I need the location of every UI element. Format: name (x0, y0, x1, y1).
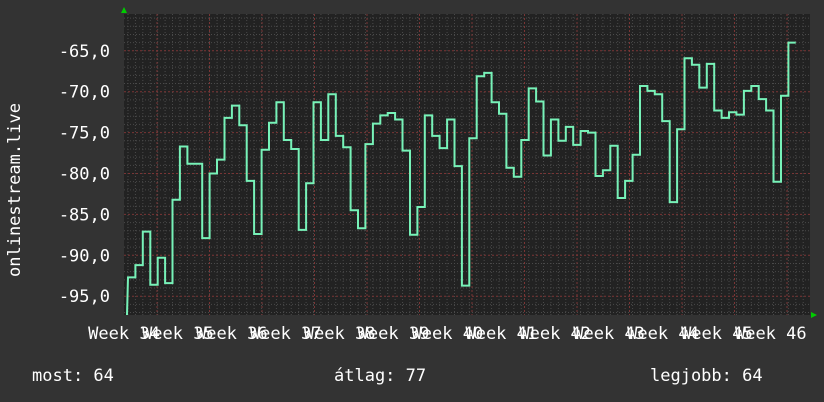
y-tick-label: -80,0 (59, 164, 110, 184)
legend-average: átlag: 77 (334, 366, 426, 386)
x-tick-label: Week 43 (573, 324, 645, 344)
x-tick-label: Week 35 (142, 324, 214, 344)
x-tick-label: Week 38 (304, 324, 376, 344)
y-tick-label: -95,0 (59, 287, 110, 307)
x-tick-label: Week 45 (681, 324, 753, 344)
x-tick-label: Week 42 (519, 324, 591, 344)
y-tick-label: -90,0 (59, 246, 110, 266)
x-tick-label: Week 37 (250, 324, 322, 344)
x-tick-label: Week 41 (465, 324, 537, 344)
x-tick-label: Week 46 (735, 324, 807, 344)
x-tick-label: Week 40 (412, 324, 484, 344)
x-tick-label: Week 34 (88, 324, 160, 344)
y-axis-label: onlinestream.live (5, 103, 25, 277)
legend-max: legjobb: 64 (650, 366, 763, 386)
x-axis-arrow-icon (811, 312, 817, 318)
legend-current: most: 64 (32, 366, 114, 386)
y-tick-label: -85,0 (59, 205, 110, 225)
series-line (126, 41, 796, 316)
y-tick-label: -75,0 (59, 124, 110, 144)
x-tick-label: Week 36 (196, 324, 268, 344)
y-axis-arrow-icon (121, 7, 127, 13)
y-axis-ticks: -65,0 -70,0 -75,0 -80,0 -85,0 -90,0 -95,0 (59, 42, 110, 307)
x-tick-label: Week 39 (358, 324, 430, 344)
x-tick-label: Week 44 (627, 324, 699, 344)
y-tick-label: -65,0 (59, 42, 110, 62)
y-tick-label: -70,0 (59, 83, 110, 103)
